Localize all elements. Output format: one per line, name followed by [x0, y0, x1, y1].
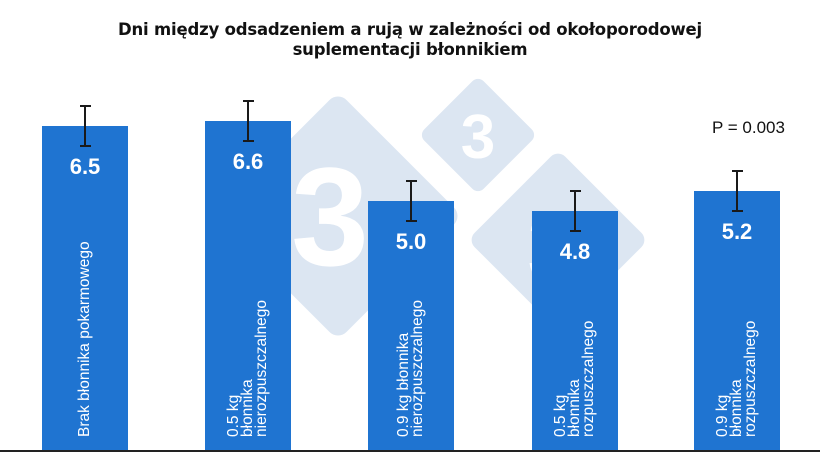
error-bar-cap [731, 210, 743, 212]
error-bar-cap [79, 145, 91, 147]
bar-value-label: 6.5 [69, 154, 101, 179]
chart-title-line-2: suplementacji błonnikiem [292, 40, 528, 59]
bar-value-label: 4.8 [559, 239, 591, 264]
bar-category-label: 0.9 kg błonnika rozpuszczalnego [714, 320, 759, 437]
error-bar-cap [242, 140, 254, 142]
bar-1: 6.5 Brak błonnika pokarmowego [42, 126, 128, 451]
chart-title: Dni między odsadzeniem a rują w zależnoś… [0, 20, 820, 60]
error-bar-cap [569, 190, 581, 192]
error-bar-cap [79, 105, 91, 107]
error-bar-cap [569, 230, 581, 232]
bar-2: 6.6 0.5 kg błonnika nierozpuszczalnego [205, 121, 291, 451]
chart-title-line-1: Dni między odsadzeniem a rują w zależnoś… [118, 20, 702, 39]
error-bar-cap [731, 170, 743, 172]
error-bar [736, 171, 738, 211]
x-axis-baseline [0, 450, 820, 452]
bar-3: 5.0 0.9 kg błonnika nierozpuszczalnego [368, 201, 454, 451]
p-value-annotation: P = 0.003 [712, 118, 785, 137]
bar-category-label: 0.5 kg błonnika rozpuszczalnego [552, 320, 597, 437]
error-bar-cap [405, 180, 417, 182]
error-bar [574, 191, 576, 231]
error-bar-cap [405, 220, 417, 222]
bar-category-label: Brak błonnika pokarmowego [76, 241, 93, 437]
error-bar [247, 101, 249, 141]
error-bar [84, 106, 86, 146]
bar-5: 5.2 0.9 kg błonnika rozpuszczalnego [694, 191, 780, 451]
bar-category-label: 0.9 kg błonnika nierozpuszczalnego [395, 299, 426, 437]
bar-4: 4.8 0.5 kg błonnika rozpuszczalnego [532, 211, 618, 451]
error-bar [410, 181, 412, 221]
bar-value-label: 6.6 [232, 149, 264, 174]
bar-category-label: 0.5 kg błonnika nierozpuszczalnego [225, 299, 270, 437]
bar-value-label: 5.2 [721, 219, 753, 244]
error-bar-cap [242, 100, 254, 102]
bar-value-label: 5.0 [395, 229, 427, 254]
